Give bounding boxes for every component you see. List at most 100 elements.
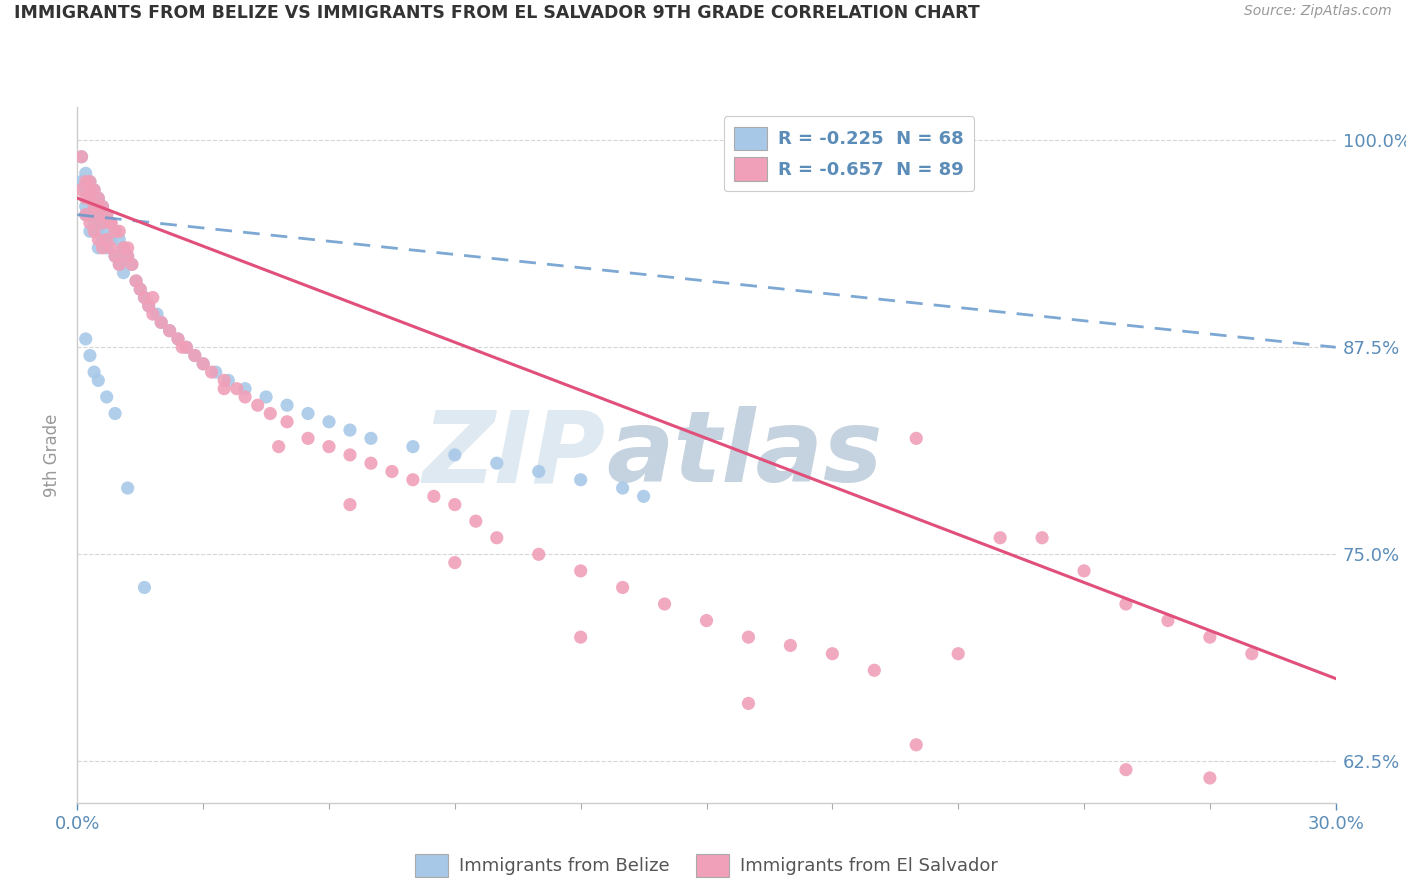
Point	[167, 332, 190, 346]
Point	[1115, 763, 1137, 777]
Point	[212, 382, 235, 396]
Point	[150, 315, 173, 329]
Point	[444, 498, 467, 512]
Point	[821, 647, 844, 661]
Point	[167, 332, 190, 346]
Point	[134, 291, 156, 305]
Point	[184, 349, 207, 363]
Point	[217, 373, 239, 387]
Point	[402, 473, 425, 487]
Point	[96, 208, 118, 222]
Y-axis label: 9th Grade: 9th Grade	[44, 413, 62, 497]
Point	[134, 581, 156, 595]
Point	[297, 407, 319, 421]
Point	[138, 299, 160, 313]
Point	[654, 597, 676, 611]
Point	[75, 166, 97, 180]
Point	[91, 233, 114, 247]
Text: ZIP: ZIP	[423, 407, 606, 503]
Point	[737, 630, 759, 644]
Point	[1115, 597, 1137, 611]
Point	[79, 175, 101, 189]
Text: atlas: atlas	[606, 407, 883, 503]
Point	[259, 407, 281, 421]
Point	[318, 415, 340, 429]
Point	[318, 440, 340, 454]
Point	[138, 299, 160, 313]
Point	[633, 489, 655, 503]
Point	[246, 398, 269, 412]
Point	[117, 249, 139, 263]
Point	[527, 465, 550, 479]
Point	[1199, 630, 1222, 644]
Point	[905, 738, 928, 752]
Point	[485, 531, 508, 545]
Point	[696, 614, 718, 628]
Point	[569, 564, 592, 578]
Point	[905, 431, 928, 445]
Point	[96, 233, 118, 247]
Point	[297, 431, 319, 445]
Point	[267, 440, 290, 454]
Point	[233, 382, 256, 396]
Point	[200, 365, 222, 379]
Point	[83, 183, 105, 197]
Point	[91, 241, 114, 255]
Point	[121, 257, 143, 271]
Point	[339, 448, 361, 462]
Point	[779, 639, 801, 653]
Point	[96, 224, 118, 238]
Point	[104, 224, 127, 238]
Point	[423, 489, 446, 503]
Point	[134, 291, 156, 305]
Point	[100, 216, 122, 230]
Point	[104, 249, 127, 263]
Point	[75, 175, 97, 189]
Point	[254, 390, 277, 404]
Point	[121, 257, 143, 271]
Point	[79, 191, 101, 205]
Point	[83, 365, 105, 379]
Text: IMMIGRANTS FROM BELIZE VS IMMIGRANTS FROM EL SALVADOR 9TH GRADE CORRELATION CHAR: IMMIGRANTS FROM BELIZE VS IMMIGRANTS FRO…	[14, 4, 980, 22]
Point	[70, 183, 93, 197]
Point	[87, 199, 110, 213]
Point	[276, 415, 298, 429]
Point	[87, 373, 110, 387]
Point	[100, 233, 122, 247]
Point	[79, 349, 101, 363]
Point	[1031, 531, 1053, 545]
Point	[339, 423, 361, 437]
Point	[108, 224, 131, 238]
Point	[75, 208, 97, 222]
Point	[1199, 771, 1222, 785]
Point	[83, 216, 105, 230]
Point	[87, 191, 110, 205]
Point	[125, 274, 148, 288]
Point	[159, 324, 181, 338]
Point	[233, 390, 256, 404]
Point	[142, 291, 165, 305]
Point	[569, 630, 592, 644]
Point	[464, 514, 486, 528]
Point	[146, 307, 169, 321]
Point	[91, 216, 114, 230]
Point	[104, 224, 127, 238]
Point	[1157, 614, 1180, 628]
Point	[87, 191, 110, 205]
Point	[176, 340, 198, 354]
Point	[339, 498, 361, 512]
Point	[87, 224, 110, 238]
Point	[191, 357, 215, 371]
Point	[142, 307, 165, 321]
Point	[83, 183, 105, 197]
Point	[79, 208, 101, 222]
Point	[184, 349, 207, 363]
Point	[70, 150, 93, 164]
Point	[172, 340, 194, 354]
Point	[70, 150, 93, 164]
Point	[79, 183, 101, 197]
Point	[191, 357, 215, 371]
Point	[204, 365, 226, 379]
Point	[125, 274, 148, 288]
Point	[129, 282, 152, 296]
